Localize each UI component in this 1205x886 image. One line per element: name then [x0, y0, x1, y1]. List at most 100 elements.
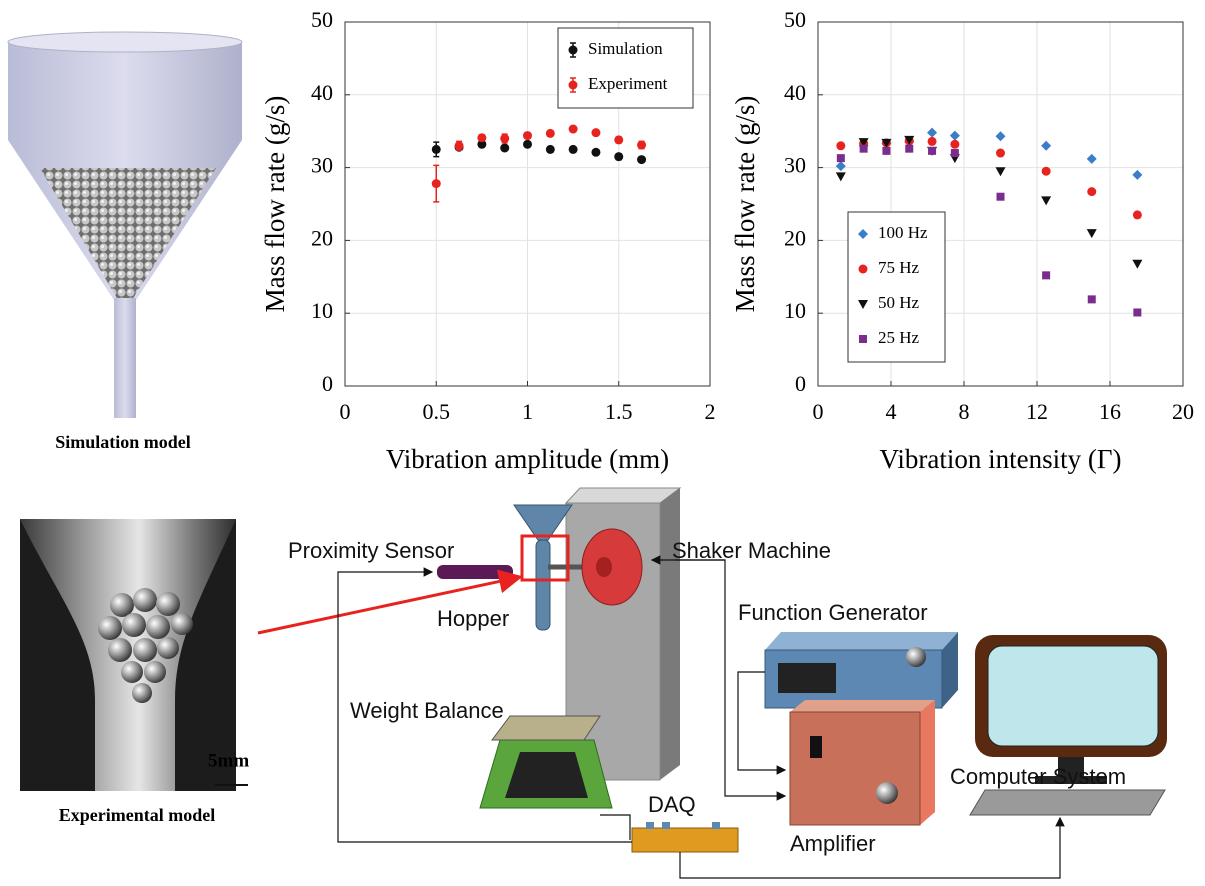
point: [1042, 271, 1051, 280]
legend-marker: [859, 335, 867, 343]
y-tick-label: 0: [795, 371, 806, 396]
point: [1041, 166, 1051, 176]
legend-label: Experiment: [588, 74, 668, 93]
y-tick-label: 20: [311, 225, 333, 250]
point: [568, 124, 578, 134]
point: [1087, 187, 1097, 197]
point: [927, 127, 938, 138]
y-tick-label: 30: [784, 153, 806, 178]
y-axis-label: Mass flow rate (g/s): [260, 96, 290, 313]
y-tick-label: 10: [784, 298, 806, 323]
point: [431, 179, 441, 189]
point: [1041, 140, 1052, 151]
x-tick-label: 0.5: [423, 399, 451, 424]
point: [836, 154, 845, 163]
setup-diagram: [257, 487, 1167, 879]
y-tick-label: 30: [311, 153, 333, 178]
plot-frame: [817, 21, 1184, 387]
point: [637, 140, 647, 150]
simulation-model-image: [7, 31, 243, 418]
simulation-caption: Simulation model: [55, 432, 191, 452]
y-tick-label: 10: [311, 298, 333, 323]
point: [568, 144, 578, 154]
point: [1132, 259, 1143, 269]
point: [904, 135, 915, 145]
point: [1087, 295, 1096, 304]
x-axis-label: Vibration intensity (Γ): [880, 444, 1122, 474]
y-tick-label: 50: [784, 7, 806, 32]
experimental-model-image: [20, 519, 248, 791]
legend-label: 100 Hz: [878, 223, 928, 242]
point: [1133, 308, 1142, 317]
point: [835, 172, 846, 182]
legend-box: [557, 27, 694, 109]
legend-label: 75 Hz: [878, 258, 920, 277]
point: [454, 141, 464, 151]
point: [614, 135, 624, 145]
legend-label: 25 Hz: [878, 328, 920, 347]
point: [881, 138, 892, 148]
label-function-generator: Function Generator: [738, 600, 928, 625]
point: [950, 139, 960, 149]
point: [836, 141, 846, 151]
label-shaker-machine: Shaker Machine: [672, 538, 831, 563]
point: [1086, 229, 1097, 239]
point: [882, 146, 891, 155]
point: [1132, 169, 1143, 180]
x-axis-label: Vibration amplitude (mm): [386, 444, 669, 474]
point: [927, 136, 937, 146]
point: [637, 155, 647, 165]
point: [477, 133, 487, 143]
point: [950, 149, 959, 158]
point: [928, 146, 937, 155]
x-tick-label: 4: [886, 399, 897, 424]
point: [523, 139, 532, 149]
x-tick-label: 20: [1172, 399, 1194, 424]
x-tick-label: 8: [959, 399, 970, 424]
legend-marker: [858, 300, 868, 309]
point: [614, 152, 624, 162]
legend-marker: [568, 45, 578, 55]
plot-frame: [344, 21, 711, 387]
y-tick-label: 50: [311, 7, 333, 32]
point: [905, 144, 914, 153]
y-axis-label: Mass flow rate (g/s): [730, 96, 760, 313]
x-tick-label: 2: [705, 399, 716, 424]
x-tick-label: 0: [340, 399, 351, 424]
label-daq: DAQ: [648, 792, 696, 817]
label-computer-system: Computer System: [950, 764, 1126, 789]
x-tick-label: 1.5: [605, 399, 633, 424]
x-tick-label: 16: [1099, 399, 1121, 424]
legend-marker: [858, 264, 868, 274]
point: [545, 128, 555, 138]
point: [591, 147, 601, 157]
point: [995, 167, 1006, 177]
point: [996, 192, 1005, 201]
x-tick-label: 1: [522, 399, 533, 424]
y-tick-label: 0: [322, 371, 333, 396]
label-proximity-sensor: Proximity Sensor: [288, 538, 454, 563]
y-tick-label: 20: [784, 225, 806, 250]
point: [858, 138, 869, 148]
legend-label: 50 Hz: [878, 293, 920, 312]
experimental-caption: Experimental model: [58, 805, 216, 825]
point: [523, 131, 532, 141]
point: [1041, 196, 1052, 206]
point: [1086, 153, 1097, 164]
point: [500, 143, 510, 153]
x-tick-label: 0: [813, 399, 824, 424]
point: [545, 144, 555, 154]
point: [477, 139, 487, 149]
diagram-labels: Proximity Sensor Shaker Machine Hopper F…: [208, 538, 1126, 856]
label-amplifier: Amplifier: [790, 831, 876, 856]
y-tick-label: 40: [784, 80, 806, 105]
label-weight-balance: Weight Balance: [350, 698, 504, 723]
point: [1132, 210, 1142, 220]
point: [949, 130, 960, 141]
point: [835, 161, 846, 172]
legend-label: Simulation: [588, 39, 663, 58]
point: [859, 144, 868, 153]
x-tick-label: 12: [1026, 399, 1048, 424]
